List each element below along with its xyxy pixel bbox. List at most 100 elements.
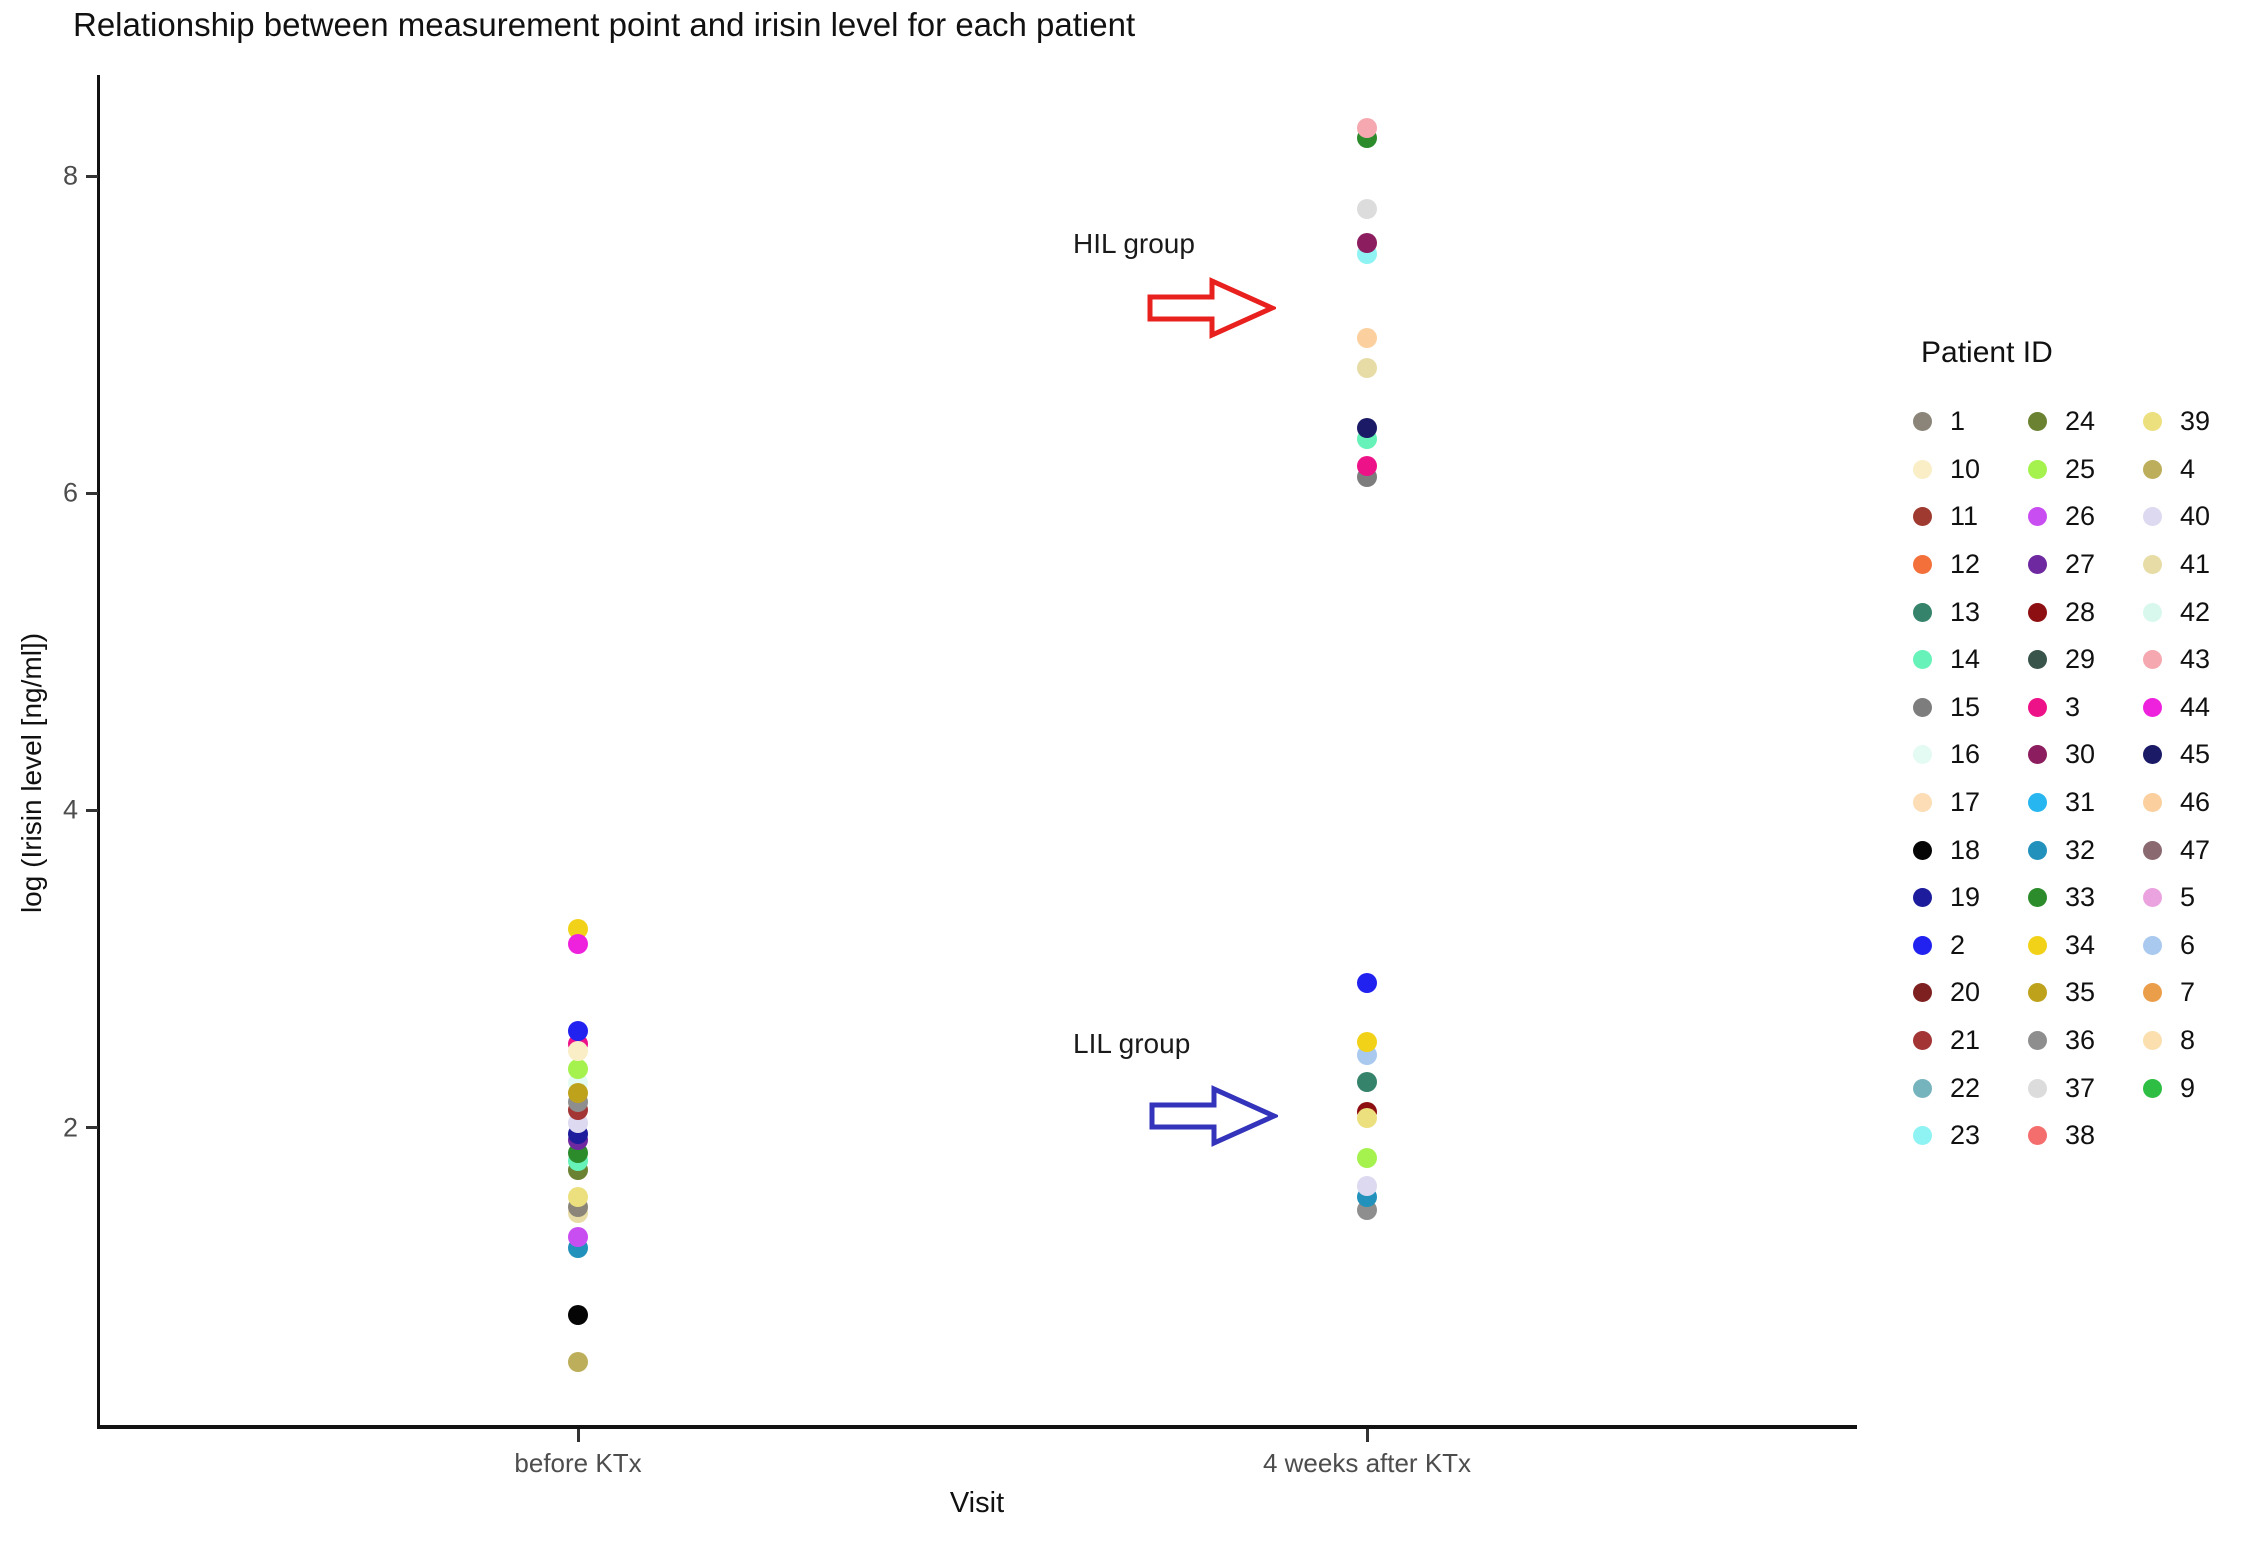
legend-dot-25 (2028, 459, 2047, 479)
x-tick-label-0: before KTx (514, 1448, 642, 1478)
legend-label-34: 34 (2065, 929, 2096, 960)
data-point-patient-2 (1357, 973, 1377, 994)
legend-label-23: 23 (1950, 1120, 1981, 1151)
data-point-patient-44 (568, 933, 588, 954)
legend-item-37: 37 (2020, 1064, 2135, 1112)
legend-dot-30 (2028, 745, 2047, 765)
data-point-patient-2 (568, 1020, 588, 1041)
x-tick-label-1: 4 weeks after KTx (1262, 1448, 1472, 1478)
legend-item-40: 40 (2135, 493, 2248, 541)
legend-dot-26 (2028, 507, 2047, 527)
legend-label-15: 15 (1950, 691, 1981, 722)
legend-dot-2 (1913, 935, 1932, 955)
legend-dot-17 (1913, 793, 1932, 813)
y-tick-label-6: 6 (62, 477, 78, 508)
legend-label-24: 24 (2065, 406, 2096, 437)
data-point-patient-39 (1357, 1108, 1377, 1129)
legend-label-31: 31 (2065, 787, 2096, 818)
legend-dot-13 (1913, 602, 1932, 622)
legend-dot-6 (2143, 935, 2162, 955)
legend-dot-44 (2143, 697, 2162, 717)
data-point-patient-4 (568, 1352, 588, 1373)
legend-item-28: 28 (2020, 588, 2135, 636)
legend-item-7: 7 (2135, 969, 2248, 1017)
legend-label-12: 12 (1950, 549, 1981, 580)
legend-dot-34 (2028, 935, 2047, 955)
legend-item-33: 33 (2020, 874, 2135, 922)
legend-label-37: 37 (2065, 1072, 2096, 1103)
legend-label-2: 2 (1950, 929, 1966, 960)
legend-label-47: 47 (2180, 834, 2211, 865)
lil-arrow-icon (1149, 1085, 1278, 1147)
legend-dot-37 (2028, 1078, 2047, 1098)
legend-item-20: 20 (1905, 969, 2020, 1017)
x-axis-line (97, 1425, 1857, 1429)
legend-label-33: 33 (2065, 882, 2096, 913)
legend-label-39: 39 (2180, 406, 2211, 437)
y-axis-title: log (Irisin level [ng/ml]) (16, 632, 47, 914)
x-tick-mark-0 (576, 1429, 580, 1442)
legend-dot-18 (1913, 840, 1932, 860)
legend-dot-38 (2028, 1126, 2047, 1146)
data-point-patient-43 (1357, 118, 1377, 139)
data-point-patient-45 (1357, 418, 1377, 439)
legend-dot-27 (2028, 555, 2047, 575)
legend-item-27: 27 (2020, 541, 2135, 589)
legend-item-6: 6 (2135, 922, 2248, 970)
legend-dot-23 (1913, 1126, 1932, 1146)
legend-label-25: 25 (2065, 453, 2096, 484)
legend-item-29: 29 (2020, 636, 2135, 684)
y-tick-label-4: 4 (62, 794, 78, 825)
data-point-patient-34 (1357, 1031, 1377, 1052)
legend-item-18: 18 (1905, 826, 2020, 874)
y-tick-label-8: 8 (62, 160, 78, 191)
legend-dot-35 (2028, 983, 2047, 1003)
legend-label-42: 42 (2180, 596, 2211, 627)
legend-item-30: 30 (2020, 731, 2135, 779)
data-point-patient-13 (1357, 1071, 1377, 1092)
legend-dot-45 (2143, 745, 2162, 765)
legend-item-39: 39 (2135, 398, 2248, 446)
data-point-patient-3 (1357, 456, 1377, 477)
legend-item-19: 19 (1905, 874, 2020, 922)
legend-label-29: 29 (2065, 644, 2096, 675)
legend-dot-12 (1913, 555, 1932, 575)
annotation-hil-group-label: HIL group (1073, 228, 1195, 259)
legend-label-4: 4 (2180, 453, 2196, 484)
legend-label-5: 5 (2180, 882, 2196, 913)
legend-dot-39 (2143, 412, 2162, 432)
legend-label-1: 1 (1950, 406, 1966, 437)
data-point-patient-25 (1357, 1147, 1377, 1168)
legend-dot-32 (2028, 840, 2047, 860)
legend-label-18: 18 (1950, 834, 1981, 865)
legend-item-22: 22 (1905, 1064, 2020, 1112)
legend-item-32: 32 (2020, 826, 2135, 874)
legend-dot-47 (2143, 840, 2162, 860)
y-tick-label-2: 2 (62, 1112, 78, 1143)
legend-item-14: 14 (1905, 636, 2020, 684)
legend-label-35: 35 (2065, 977, 2096, 1008)
legend-item-8: 8 (2135, 1017, 2248, 1065)
legend-item-4: 4 (2135, 446, 2248, 494)
legend-title: Patient ID (1921, 336, 2053, 369)
legend-dot-46 (2143, 793, 2162, 813)
y-tick-mark-6 (86, 491, 98, 495)
legend-label-17: 17 (1950, 787, 1981, 818)
legend-label-36: 36 (2065, 1025, 2096, 1056)
data-point-patient-46 (1357, 327, 1377, 348)
legend-dot-40 (2143, 507, 2162, 527)
legend-label-13: 13 (1950, 596, 1981, 627)
legend-label-32: 32 (2065, 834, 2096, 865)
legend-label-11: 11 (1950, 501, 1979, 532)
data-point-patient-39 (568, 1187, 588, 1208)
legend-label-45: 45 (2180, 739, 2211, 770)
legend-dot-41 (2143, 555, 2162, 575)
legend-label-22: 22 (1950, 1072, 1981, 1103)
data-point-patient-26 (568, 1227, 588, 1248)
legend-label-7: 7 (2180, 977, 2196, 1008)
data-point-patient-35 (568, 1082, 588, 1103)
legend-item-12: 12 (1905, 541, 2020, 589)
legend-dot-43 (2143, 650, 2162, 670)
legend-item-23: 23 (1905, 1112, 2020, 1160)
legend-item-47: 47 (2135, 826, 2248, 874)
